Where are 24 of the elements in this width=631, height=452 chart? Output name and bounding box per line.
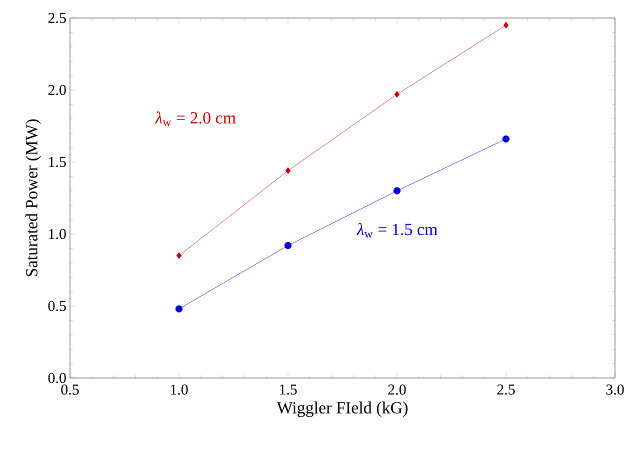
point [394,90,400,98]
y-tick-label: 1.5 [49,156,66,168]
y-axis-title: Saturated Power (MW) [25,119,41,276]
point [285,167,291,174]
y-tick-label: 0.0 [48,372,66,384]
series-label: λ$_{w}$ = 1.5 cm [356,223,438,238]
point [503,22,509,29]
y-tick-label: 2.5 [48,12,66,24]
point [284,242,292,250]
x-tick-label: 1.0 [170,384,188,395]
x-tick-label: 2.5 [497,384,515,395]
point [176,252,182,259]
x-tick-label: 1.5 [280,384,297,395]
y-tick-label: 1.0 [49,228,66,240]
point [502,135,510,143]
x-axis-title: Wiggler FIeld (kG) [276,402,408,418]
x-tick-label: 0.5 [61,384,79,395]
y-tick-label: 2.0 [48,84,66,96]
y-tick-label: 0.5 [48,300,66,312]
point [175,305,183,312]
x-tick-label: 3.0 [606,384,624,395]
text: λ$_{w}$ = 2.0 cm [154,111,236,126]
x-tick-label: 2.0 [388,384,406,395]
point [393,187,401,194]
